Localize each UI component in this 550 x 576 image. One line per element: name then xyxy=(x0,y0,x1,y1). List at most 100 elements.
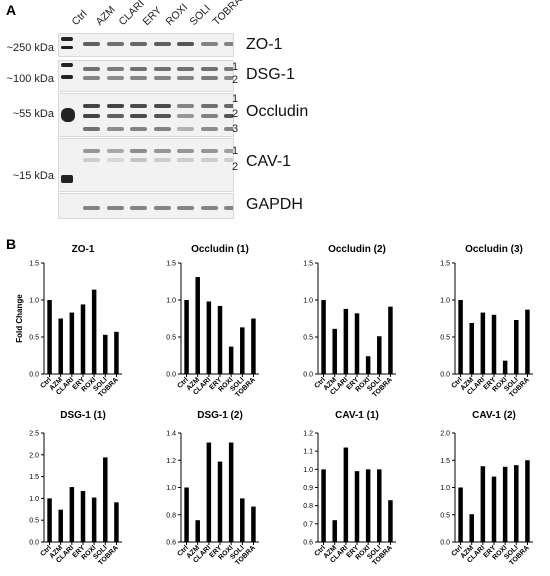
bar-clari xyxy=(343,447,349,542)
panel-a-label: A xyxy=(6,2,17,18)
bar-roxi xyxy=(365,356,371,374)
bar-tobra xyxy=(251,506,256,542)
y-tick-label: 2.5 xyxy=(29,431,39,438)
blot-band xyxy=(200,114,218,118)
bar-clari xyxy=(206,442,212,542)
panel-b-label: B xyxy=(6,236,17,252)
band-number: 3 xyxy=(232,123,239,135)
y-tick-label: 0.0 xyxy=(440,372,450,379)
bar-roxi xyxy=(502,360,508,374)
bar-ctrl xyxy=(47,300,52,374)
y-tick-label: 1.2 xyxy=(166,458,176,465)
bar-ery xyxy=(80,490,86,542)
blot-band xyxy=(106,206,124,210)
chart-title: CAV-1 (2) xyxy=(472,410,516,421)
bar-ctrl xyxy=(321,469,326,542)
bar-ctrl xyxy=(321,300,326,374)
bar-ctrl xyxy=(184,487,189,542)
bar-azm xyxy=(58,509,63,542)
y-tick-label: 0.0 xyxy=(166,372,176,379)
chart-title: Occludin (2) xyxy=(328,244,386,255)
band-number: 1 xyxy=(232,61,239,73)
blot-band xyxy=(177,158,194,162)
bar-roxi xyxy=(502,466,508,542)
y-tick-label: 0.5 xyxy=(440,512,450,519)
y-tick-label: 0.0 xyxy=(29,372,39,379)
blot-band xyxy=(153,127,171,131)
blot-band xyxy=(177,206,194,210)
blot-band xyxy=(200,76,218,80)
blot-band xyxy=(224,114,233,118)
band-number: 1 xyxy=(232,93,239,105)
blot-band xyxy=(106,67,124,71)
mw-label-250: ~250 kDa xyxy=(6,42,54,54)
blot-band xyxy=(83,42,100,46)
y-tick-label: 0.0 xyxy=(303,372,313,379)
blot-band xyxy=(153,76,171,80)
bar-tobra xyxy=(114,502,119,542)
protein-label-cav1: CAV-1 xyxy=(246,153,292,170)
bar-soli xyxy=(103,457,108,542)
y-tick-label: 1.5 xyxy=(166,261,176,268)
band-number: 2 xyxy=(232,161,239,173)
blot-band xyxy=(177,149,194,153)
ladder-band xyxy=(61,37,73,41)
blot-band xyxy=(83,104,100,108)
bar-tobra xyxy=(388,306,393,374)
y-tick-label: 0.9 xyxy=(303,485,313,492)
blot-band xyxy=(153,114,171,118)
ladder-band xyxy=(61,63,73,67)
protein-label-zo1: ZO-1 xyxy=(246,36,283,53)
chart-title: DSG-1 (2) xyxy=(197,410,243,421)
blot-band xyxy=(224,158,233,162)
y-tick-label: 1.5 xyxy=(303,261,313,268)
bar-azm xyxy=(195,277,200,374)
band-number: 2 xyxy=(232,108,239,120)
y-tick-label: 2.0 xyxy=(440,431,450,438)
blot-band xyxy=(200,149,218,153)
y-tick-label: 0.8 xyxy=(166,512,176,519)
blot-band xyxy=(83,76,100,80)
bar-azm xyxy=(469,514,474,542)
y-tick-label: 1.0 xyxy=(29,496,39,503)
bar-clari xyxy=(480,312,486,374)
bar-azm xyxy=(58,318,63,374)
blot-band xyxy=(153,206,171,210)
y-tick-label: 0.8 xyxy=(303,503,313,510)
blot-band xyxy=(106,42,124,46)
y-tick-label: 2.0 xyxy=(29,452,39,459)
bar-ctrl xyxy=(458,487,463,542)
blot-dsg1 xyxy=(58,60,234,92)
y-tick-label: 1.0 xyxy=(440,298,450,305)
blot-band xyxy=(224,149,233,153)
protein-label-gapdh: GAPDH xyxy=(246,196,303,213)
band-number: 2 xyxy=(232,74,239,86)
ladder-band xyxy=(61,108,75,122)
bar-azm xyxy=(469,322,474,374)
blot-band xyxy=(106,104,124,108)
y-tick-label: 0.6 xyxy=(303,540,313,547)
ladder-band xyxy=(61,175,73,183)
y-tick-label: 0.0 xyxy=(29,540,39,547)
bar-clari xyxy=(343,308,349,374)
y-tick-label: 1.1 xyxy=(303,449,313,456)
blot-band xyxy=(106,158,124,162)
blot-cav1 xyxy=(58,138,234,192)
y-tick-label: 1.5 xyxy=(440,261,450,268)
bar-roxi xyxy=(91,289,97,374)
blot-band xyxy=(200,206,218,210)
bar-ctrl xyxy=(184,300,189,374)
bar-tobra xyxy=(114,331,119,374)
blot-band xyxy=(83,149,100,153)
bar-tobra xyxy=(525,460,530,542)
blot-band xyxy=(106,127,124,131)
y-tick-label: 1.5 xyxy=(29,261,39,268)
y-tick-label: 1.5 xyxy=(29,474,39,481)
y-tick-label: 1.0 xyxy=(303,467,313,474)
blot-band xyxy=(200,104,218,108)
blot-band xyxy=(106,114,124,118)
blot-band xyxy=(177,104,194,108)
y-tick-label: 1.0 xyxy=(440,485,450,492)
mw-label-15: ~15 kDa xyxy=(12,170,54,182)
bar-ery xyxy=(217,305,223,374)
